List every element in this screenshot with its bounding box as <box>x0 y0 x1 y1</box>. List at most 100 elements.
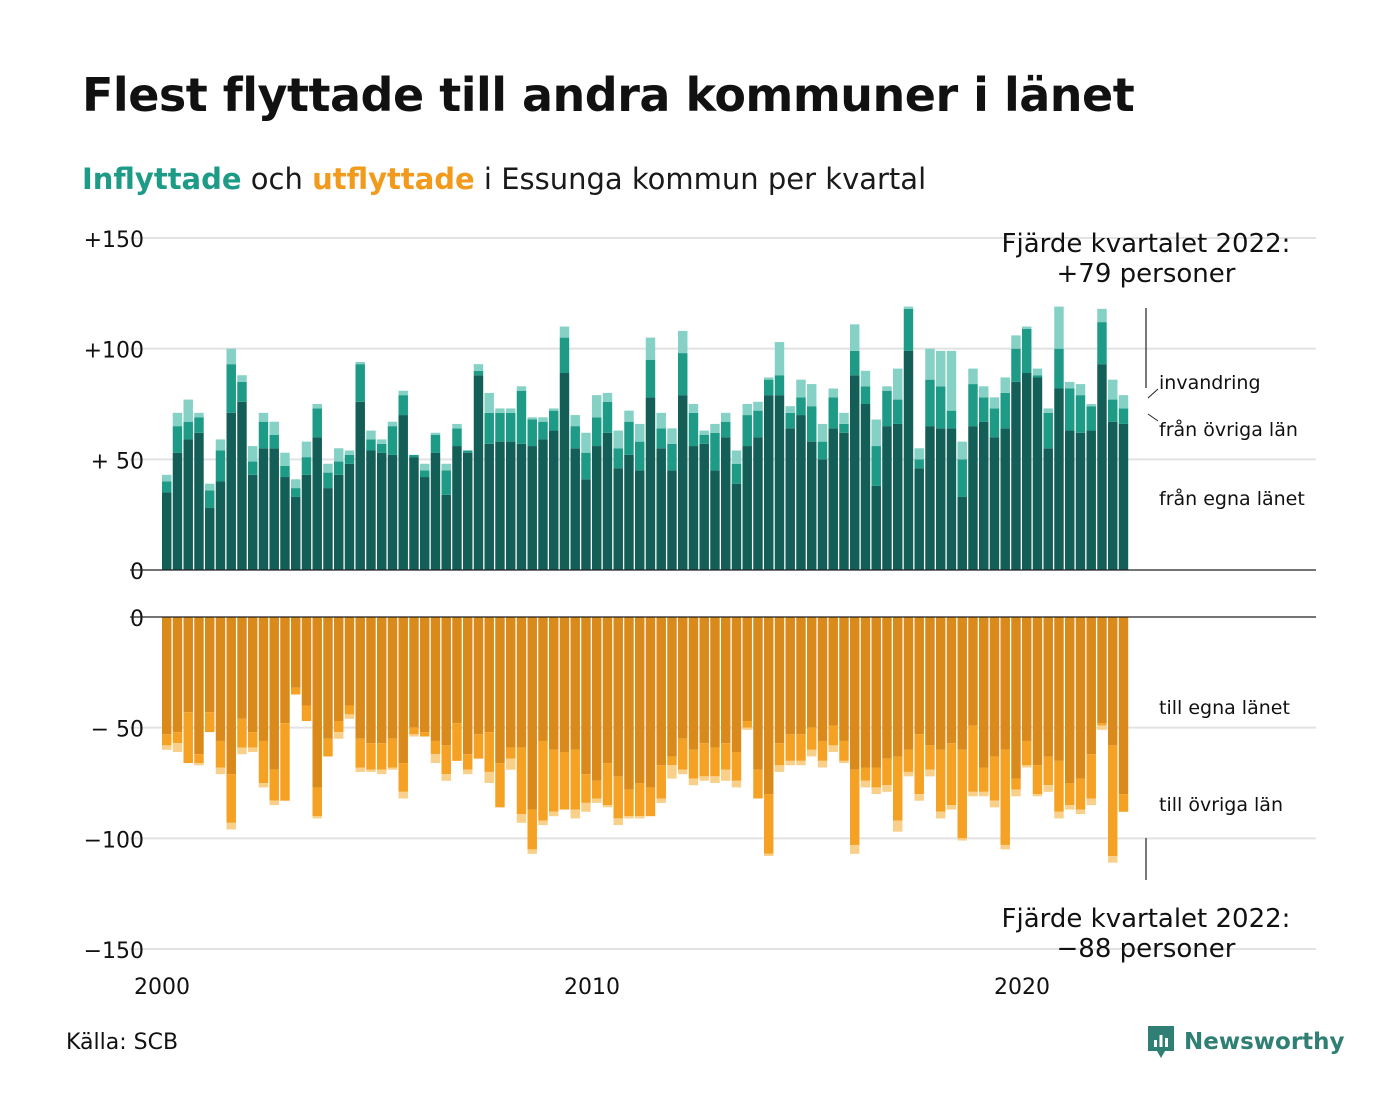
bar-in-1-q79 <box>1011 348 1021 382</box>
bar-out-1-q79 <box>1011 778 1021 790</box>
bar-out-1-q64 <box>850 769 860 845</box>
bar-in-0-q59 <box>796 415 806 570</box>
bar-out-1-q68 <box>893 756 903 821</box>
x-axis: 2000 2010 2020 <box>134 975 1050 1000</box>
bar-in-0-q73 <box>946 428 957 570</box>
y-tick-label-bottom-50: − 50 <box>91 718 144 743</box>
bar-out-1-q0 <box>162 734 172 746</box>
bar-in-0-q20 <box>377 452 387 570</box>
bar-in-0-q75 <box>968 426 978 570</box>
bar-out-2-q6 <box>226 822 236 830</box>
bar-in-0-q23 <box>409 457 419 570</box>
bar-out-0-q9 <box>258 617 269 741</box>
bar-in-2-q81 <box>1032 368 1043 376</box>
bar-out-0-q49 <box>688 617 699 750</box>
bar-in-2-q42 <box>613 430 623 449</box>
bar-out-1-q53 <box>731 752 742 781</box>
bar-in-0-q87 <box>1097 364 1107 570</box>
subtitle-inflyttade: Inflyttade <box>82 162 242 196</box>
bar-out-1-q24 <box>420 732 430 737</box>
subtitle-utflyttade: utflyttade <box>312 162 475 196</box>
bar-in-2-q87 <box>1097 308 1107 323</box>
bar-in-1-q48 <box>678 353 688 396</box>
bar-out-0-q22 <box>398 617 408 764</box>
bar-out-0-q81 <box>1032 617 1043 766</box>
bar-in-2-q70 <box>914 448 924 460</box>
bar-in-1-q74 <box>957 459 967 497</box>
bar-out-1-q63 <box>839 740 849 761</box>
bar-in-1-q26 <box>441 470 451 495</box>
bar-in-2-q78 <box>1000 377 1010 393</box>
bar-in-2-q37 <box>559 326 570 338</box>
bar-out-0-q38 <box>570 617 580 750</box>
bar-in-1-q62 <box>828 397 838 429</box>
series-label-fran-egna-lanet: från egna länet <box>1159 487 1305 510</box>
bar-out-0-q32 <box>506 617 516 748</box>
bar-out-1-q45 <box>645 787 656 817</box>
bar-in-1-q61 <box>817 441 828 460</box>
chart-subtitle: Inflyttade och utflyttade i Essunga komm… <box>82 162 926 196</box>
bar-in-1-q41 <box>602 401 613 433</box>
bar-in-2-q53 <box>731 450 742 464</box>
bar-in-1-q71 <box>925 379 935 427</box>
bar-out-2-q25 <box>430 754 441 764</box>
bar-in-1-q52 <box>721 421 731 438</box>
newsworthy-logo-icon <box>1148 1026 1174 1058</box>
bar-in-0-q3 <box>194 432 204 570</box>
bar-out-2-q63 <box>839 760 849 764</box>
bar-out-0-q66 <box>871 617 881 768</box>
bar-out-0-q21 <box>387 617 398 739</box>
bar-out-0-q55 <box>753 617 763 770</box>
bar-in-2-q80 <box>1022 326 1032 329</box>
bar-in-2-q26 <box>441 463 451 471</box>
bar-out-1-q55 <box>753 769 763 799</box>
bar-in-1-q28 <box>463 450 473 453</box>
bar-out-0-q34 <box>527 617 537 810</box>
bar-out-1-q33 <box>516 747 527 814</box>
bar-in-2-q89 <box>1118 395 1129 409</box>
bar-in-2-q4 <box>205 483 215 491</box>
bar-out-1-q50 <box>699 743 709 777</box>
bar-out-2-q60 <box>807 749 817 757</box>
bar-out-1-q15 <box>323 738 333 757</box>
bar-out-1-q4 <box>205 712 215 733</box>
bar-out-1-q3 <box>194 754 204 764</box>
bar-out-1-q82 <box>1043 756 1053 786</box>
bars-inflyttade <box>162 306 1129 570</box>
bar-in-0-q1 <box>172 452 183 570</box>
bar-in-1-q37 <box>559 337 570 374</box>
bar-out-1-q77 <box>989 756 1000 801</box>
bar-in-0-q26 <box>441 494 451 570</box>
series-label-invandring: invandring <box>1159 372 1261 394</box>
bar-out-1-q18 <box>355 738 365 768</box>
bar-in-1-q82 <box>1043 412 1053 449</box>
bar-out-0-q19 <box>366 617 376 744</box>
bar-in-1-q63 <box>839 423 849 433</box>
bar-out-0-q75 <box>968 617 978 726</box>
bar-in-2-q66 <box>871 419 881 447</box>
bar-in-0-q21 <box>387 454 398 570</box>
bar-out-2-q57 <box>774 765 785 772</box>
bar-in-1-q24 <box>420 470 430 478</box>
y-axis-utflyttade: 0 − 50 −100 −150 <box>84 607 1316 964</box>
bar-in-2-q7 <box>237 375 247 382</box>
bar-out-0-q83 <box>1054 617 1064 761</box>
bar-in-2-q73 <box>946 350 957 411</box>
bar-in-1-q55 <box>753 410 763 438</box>
bar-in-2-q22 <box>398 390 408 396</box>
bar-out-2-q46 <box>656 798 666 803</box>
bar-in-0-q60 <box>807 441 817 570</box>
bar-out-0-q79 <box>1011 617 1021 779</box>
bar-out-0-q70 <box>914 617 924 735</box>
bar-out-1-q41 <box>602 763 613 806</box>
bar-in-1-q89 <box>1118 408 1129 424</box>
bar-in-0-q64 <box>850 375 860 570</box>
bar-in-0-q25 <box>430 452 441 570</box>
bar-in-0-q44 <box>635 470 645 570</box>
bar-in-2-q65 <box>860 370 871 387</box>
bar-in-1-q50 <box>699 434 709 444</box>
bar-in-1-q49 <box>688 412 699 447</box>
bar-in-0-q65 <box>860 404 871 570</box>
bar-in-2-q52 <box>721 412 731 422</box>
bar-out-1-q84 <box>1065 783 1075 806</box>
